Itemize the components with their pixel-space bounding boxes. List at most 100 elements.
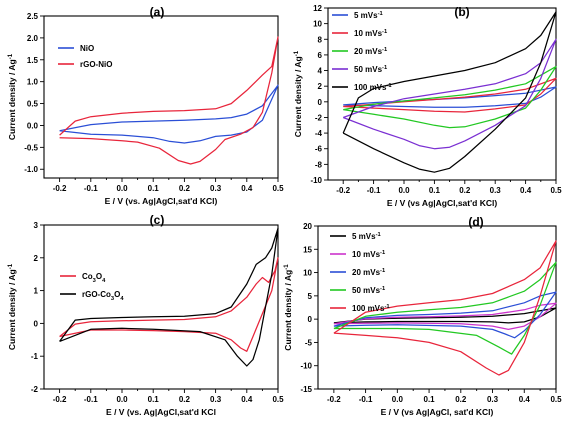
y-tick-label: 0 [34,319,39,328]
x-tick-label: 0.0 [392,395,404,404]
x-tick-label: -0.1 [359,395,373,404]
x-tick-label: 0.1 [424,395,436,404]
series-line-10-mvs- [333,302,557,331]
y-axis-label: Current density / Ag-1 [7,263,18,350]
y-tick-label: -10 [310,176,322,185]
series-line-100-mvs- [342,11,557,173]
y-tick-label: 6 [318,51,323,60]
x-tick-label: 0.3 [490,186,502,195]
legend-label: NiO [80,44,94,53]
x-tick-label: 0.1 [148,395,160,404]
panel-label: (b) [454,5,469,19]
y-tick-label: -5 [305,338,313,347]
legend-label: 5 mVs-1 [354,11,383,20]
x-tick-label: -0.2 [53,184,67,193]
x-tick-label: -0.1 [367,186,381,195]
y-tick-label: 0.5 [27,100,39,109]
legend-label: 10 mVs-1 [354,29,388,38]
y-tick-label: -8 [315,160,323,169]
y-tick-label: 0 [318,98,323,107]
panel-label: (d) [468,215,483,229]
legend-label: 100 mVs-1 [354,83,392,92]
y-tick-label: 1.5 [27,56,39,65]
y-tick-label: 3 [34,221,39,230]
x-axis-label: E / V (vs Ag|AgCl, sat'd KCl) [381,407,494,417]
series-line-nio [59,84,279,144]
y-tick-label: -6 [315,145,323,154]
x-tick-label: 0.5 [272,184,284,193]
x-tick-label: 0.2 [455,395,467,404]
series-line-co-o- [59,257,279,352]
series-line-50-mvs- [333,261,557,355]
x-tick-label: 0.5 [550,186,562,195]
y-tick-label: -2 [315,113,323,122]
x-tick-label: -0.2 [336,186,350,195]
y-tick-label: 2.5 [27,12,39,21]
panel-label: (c) [150,213,165,227]
legend-label: 50 mVs-1 [354,65,388,74]
plot-frame [327,7,557,181]
series-line-10-mvs- [343,77,557,113]
series-line-50-mvs- [342,38,557,150]
x-tick-label: 0.3 [487,395,499,404]
y-axis-label: Current density / Ag-1 [7,53,18,140]
y-tick-label: 2 [34,254,39,263]
legend-label: rGO-Co3O4 [82,290,124,302]
y-tick-label: 2 [318,82,323,91]
y-tick-label: 8 [318,35,323,44]
x-tick-label: 0.4 [520,186,532,195]
y-tick-label: 1.0 [27,78,39,87]
x-tick-label: 0.4 [519,395,531,404]
y-tick-label: 15 [303,245,312,254]
y-tick-label: -0.5 [24,143,38,152]
y-tick-label: -4 [315,129,323,138]
y-tick-label: 10 [303,269,312,278]
plot-frame [43,15,279,179]
y-tick-label: 1 [34,287,39,296]
x-axis-label: E / V (vs Ag|AgCl,sat'd KCl) [387,198,498,208]
legend-label: 20 mVs-1 [352,268,386,277]
x-tick-label: 0.0 [398,186,410,195]
x-tick-label: 0.3 [210,395,222,404]
chart-panel-3: -0.2 -0.1 0.0 0.1 0.2 0.3 0.4 0.5 -2 -1 0 1 2 3 E / V … [7,213,285,417]
x-tick-label: 0.2 [459,186,471,195]
x-axis-label: E / V (vs. Ag|AgCl,sat'd KCl [106,407,216,417]
x-tick-label: 0.1 [429,186,441,195]
legend-label: 10 mVs-1 [352,250,386,259]
x-tick-label: 0.5 [550,395,562,404]
x-tick-label: -0.1 [84,184,98,193]
y-tick-label: -1.0 [24,165,38,174]
y-tick-label: -2 [31,385,39,394]
x-tick-label: 0.0 [116,184,128,193]
x-tick-label: 0.2 [179,395,191,404]
y-tick-label: 10 [313,20,322,29]
series-line-rgo-nio [59,36,279,165]
x-tick-label: 0.2 [179,184,191,193]
series-line-20-mvs- [343,65,557,129]
panel-label: (a) [150,5,165,19]
legend-label: rGO-NiO [80,60,112,69]
y-tick-label: 20 [303,222,312,231]
y-tick-label: 0.0 [27,121,39,130]
x-tick-label: 0.1 [148,184,160,193]
y-tick-label: 4 [318,67,323,76]
y-tick-label: -15 [300,385,312,394]
x-tick-label: -0.1 [84,395,98,404]
legend-label: 20 mVs-1 [354,47,388,56]
y-tick-label: 12 [313,4,322,13]
chart-panel-4: -0.2 -0.1 0.0 0.1 0.2 0.3 0.4 0.5 -15 -10 -5 0 5 10 15… [283,215,563,417]
y-axis-label: Current density / Ag-1 [283,264,294,351]
legend-label: 5 mVs-1 [352,232,381,241]
chart-panel-1: -0.2 -0.1 0.0 0.1 0.2 0.3 0.4 0.5 -1.0 -0.5 0.0 0.5… [7,5,285,206]
series-line-rgo-co-o- [59,227,279,367]
x-tick-label: 0.4 [241,184,253,193]
series-line-20-mvs- [333,291,557,339]
x-tick-label: 0.5 [272,395,284,404]
legend-label: 100 mVs-1 [352,304,390,313]
y-tick-label: -10 [300,362,312,371]
y-tick-label: 5 [308,292,313,301]
x-tick-label: 0.0 [116,395,128,404]
y-tick-label: -1 [31,352,39,361]
